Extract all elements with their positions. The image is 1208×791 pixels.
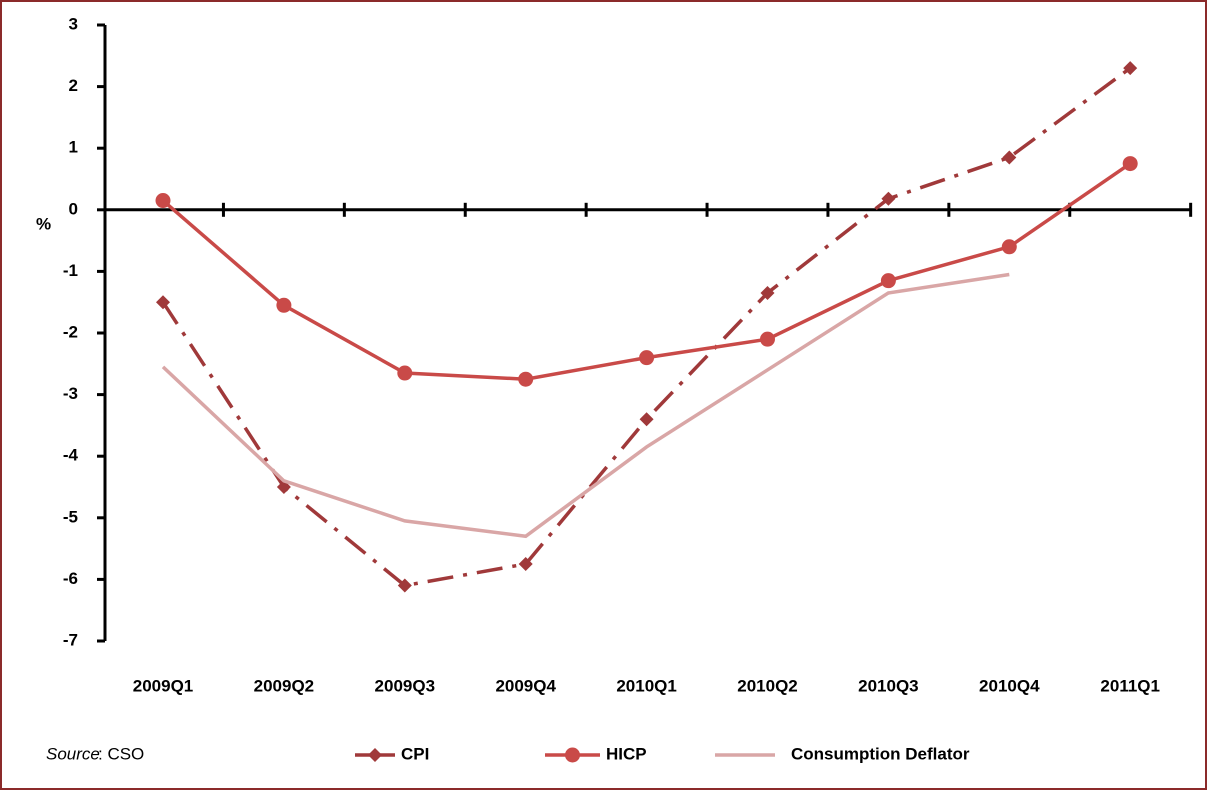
y-tick-label: 3 [69, 14, 78, 33]
x-tick-label: 2010Q4 [979, 676, 1040, 695]
y-tick-label: -4 [63, 446, 79, 465]
data-point [760, 331, 775, 347]
x-tick-label: 2010Q3 [858, 676, 919, 695]
data-point [639, 412, 654, 427]
y-tick-label: 1 [69, 138, 78, 157]
y-tick-label: -2 [63, 322, 78, 341]
data-point [397, 365, 413, 381]
y-tick-label: -5 [63, 507, 78, 526]
data-point [639, 350, 655, 366]
data-point [518, 557, 533, 571]
x-tick-label: 2010Q1 [616, 676, 677, 695]
legend-label: Consumption Deflator [791, 744, 970, 763]
data-point [1122, 156, 1138, 172]
legend-label: HICP [606, 744, 647, 763]
legend-label: CPI [401, 744, 429, 763]
y-axis-label: % [36, 214, 51, 233]
source-label: Source [46, 744, 100, 763]
series-line [161, 272, 1010, 539]
data-point [880, 273, 896, 289]
x-tick-label: 2009Q4 [495, 676, 556, 695]
source-text: : CSO [98, 744, 144, 763]
y-tick-label: -6 [63, 569, 78, 588]
data-point [881, 191, 896, 206]
legend-marker [565, 747, 580, 763]
data-point [518, 371, 534, 387]
data-point [397, 578, 412, 593]
data-point [1002, 150, 1017, 165]
x-tick-label: 2009Q1 [133, 676, 194, 695]
y-tick-label: 2 [69, 76, 78, 95]
legend-marker [368, 748, 382, 762]
data-point [156, 295, 170, 310]
y-tick-label: -7 [63, 630, 78, 649]
x-tick-label: 2011Q1 [1100, 676, 1160, 695]
x-tick-label: 2009Q2 [254, 676, 315, 695]
data-point [1001, 239, 1017, 255]
y-tick-label: -3 [63, 384, 78, 403]
y-tick-label: 0 [69, 199, 78, 218]
data-point [276, 297, 292, 313]
x-tick-label: 2009Q3 [375, 676, 436, 695]
y-tick-label: -1 [63, 261, 78, 280]
data-point [760, 285, 775, 300]
data-point [1123, 61, 1138, 76]
data-point [155, 193, 171, 209]
x-tick-label: 2010Q2 [737, 676, 798, 695]
